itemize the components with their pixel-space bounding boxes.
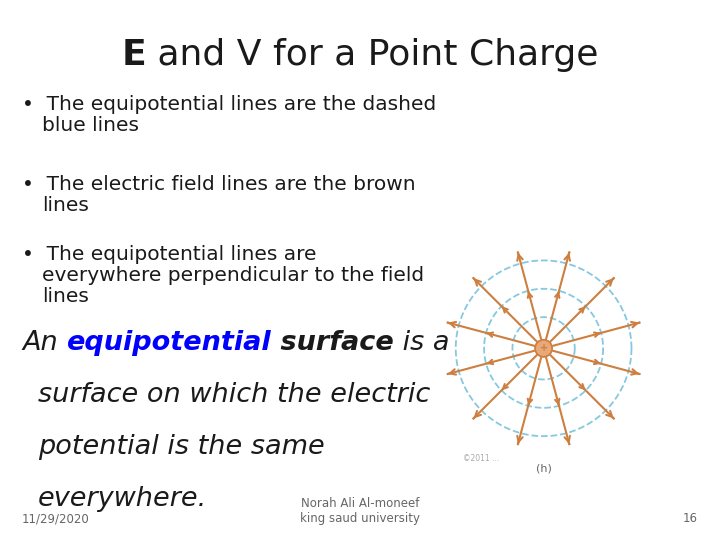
Text: (h): (h) [536, 463, 552, 474]
Text: 11/29/2020: 11/29/2020 [22, 512, 90, 525]
Text: equipotential: equipotential [66, 330, 271, 356]
Text: everywhere perpendicular to the field: everywhere perpendicular to the field [42, 266, 424, 285]
Text: is a: is a [394, 330, 449, 356]
Text: •  The equipotential lines are: • The equipotential lines are [22, 245, 317, 264]
Text: potential is the same: potential is the same [38, 434, 325, 460]
Text: An: An [22, 330, 66, 356]
Circle shape [535, 340, 552, 357]
Text: •  The electric field lines are the brown: • The electric field lines are the brown [22, 175, 415, 194]
Text: surface: surface [271, 330, 394, 356]
Text: 16: 16 [683, 512, 698, 525]
Text: Norah Ali Al-moneef
king saud university: Norah Ali Al-moneef king saud university [300, 497, 420, 525]
Text: lines: lines [42, 196, 89, 215]
Text: and V for a Point Charge: and V for a Point Charge [146, 38, 598, 72]
Text: blue lines: blue lines [42, 116, 139, 135]
Text: everywhere.: everywhere. [38, 486, 207, 512]
Text: +: + [539, 343, 548, 353]
Text: E: E [122, 38, 146, 72]
Text: lines: lines [42, 287, 89, 306]
Text: ©2011 ...: ©2011 ... [463, 454, 500, 463]
Text: surface on which the electric: surface on which the electric [38, 382, 431, 408]
Text: •  The equipotential lines are the dashed: • The equipotential lines are the dashed [22, 95, 436, 114]
